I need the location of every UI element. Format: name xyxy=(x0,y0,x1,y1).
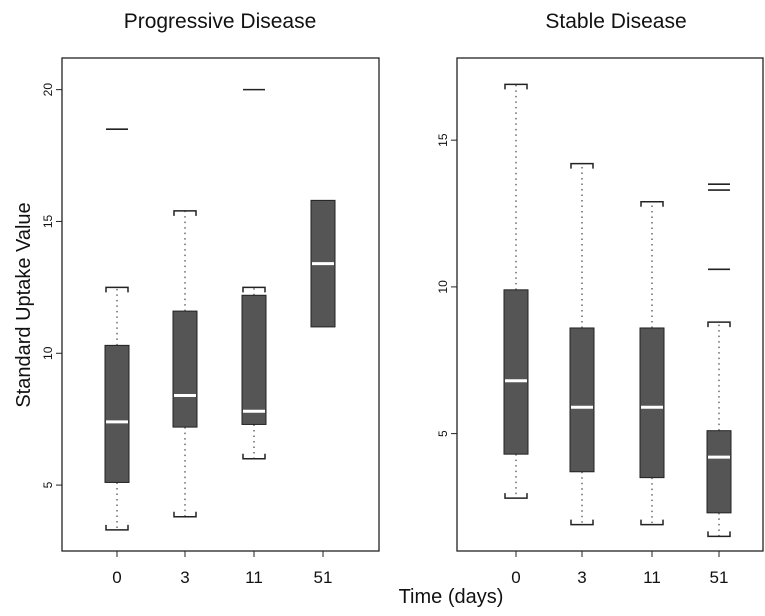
box-0 xyxy=(503,83,529,499)
y-tick-label: 10 xyxy=(436,280,450,294)
x-tick-label: 11 xyxy=(245,568,263,587)
y-tick-label: 15 xyxy=(436,133,450,147)
x-tick-label: 3 xyxy=(180,568,189,587)
box-body xyxy=(706,430,732,514)
y-tick-label: 5 xyxy=(436,430,450,437)
panel-title: Stable Disease xyxy=(545,10,686,33)
box-0 xyxy=(104,128,130,531)
x-tick-label: 51 xyxy=(710,568,729,587)
upper-whisker-cap xyxy=(570,162,594,169)
plot-area: 5 10 15 20 0 3 11 51 xyxy=(41,83,336,587)
box-3 xyxy=(569,162,595,526)
box-body xyxy=(569,327,595,473)
y-tick-label: 10 xyxy=(41,346,55,360)
x-tick-label: 11 xyxy=(643,568,661,587)
lower-whisker-cap xyxy=(570,519,594,526)
box-body xyxy=(172,310,198,428)
panel-frame xyxy=(61,57,380,552)
box-11 xyxy=(639,201,665,526)
upper-whisker-cap xyxy=(504,83,528,90)
lower-whisker-cap xyxy=(640,519,664,526)
upper-whisker-cap xyxy=(640,201,664,207)
y-tick-label: 15 xyxy=(41,214,55,228)
lower-whisker-cap xyxy=(707,531,731,538)
x-axis-label: Time (days) xyxy=(399,586,504,608)
upper-whisker-cap xyxy=(173,210,197,216)
box-3 xyxy=(172,210,198,518)
x-tick-label: 0 xyxy=(511,568,520,587)
panel-title: Progressive Disease xyxy=(124,10,317,33)
box-51 xyxy=(310,199,336,328)
y-tick-label: 5 xyxy=(41,481,55,488)
x-tick-label: 0 xyxy=(112,568,121,587)
lower-whisker-cap xyxy=(504,493,528,499)
plot-area: 5 10 15 0 3 11 51 xyxy=(436,83,732,587)
box-11 xyxy=(241,88,267,460)
lower-whisker-cap xyxy=(173,511,197,518)
box-body xyxy=(503,289,529,455)
upper-whisker-cap xyxy=(242,286,266,293)
panel-progressive-disease: Progressive Disease 5 10 15 20 0 3 11 51 xyxy=(41,10,380,587)
y-axis-label: Standard Uptake Value xyxy=(13,202,35,407)
box-body xyxy=(639,327,665,479)
y-tick-label: 20 xyxy=(41,83,55,97)
lower-whisker-cap xyxy=(242,453,266,460)
upper-whisker-cap xyxy=(707,321,731,328)
x-tick-label: 3 xyxy=(577,568,586,587)
box-body xyxy=(241,294,267,425)
lower-whisker-cap xyxy=(105,524,129,531)
upper-whisker-cap xyxy=(105,286,129,293)
panel-stable-disease: Stable Disease 5 10 15 0 3 11 51 xyxy=(436,10,764,587)
x-tick-label: 51 xyxy=(314,568,333,587)
box-51 xyxy=(706,183,732,538)
panel-frame xyxy=(456,57,764,552)
box-body xyxy=(104,344,130,483)
